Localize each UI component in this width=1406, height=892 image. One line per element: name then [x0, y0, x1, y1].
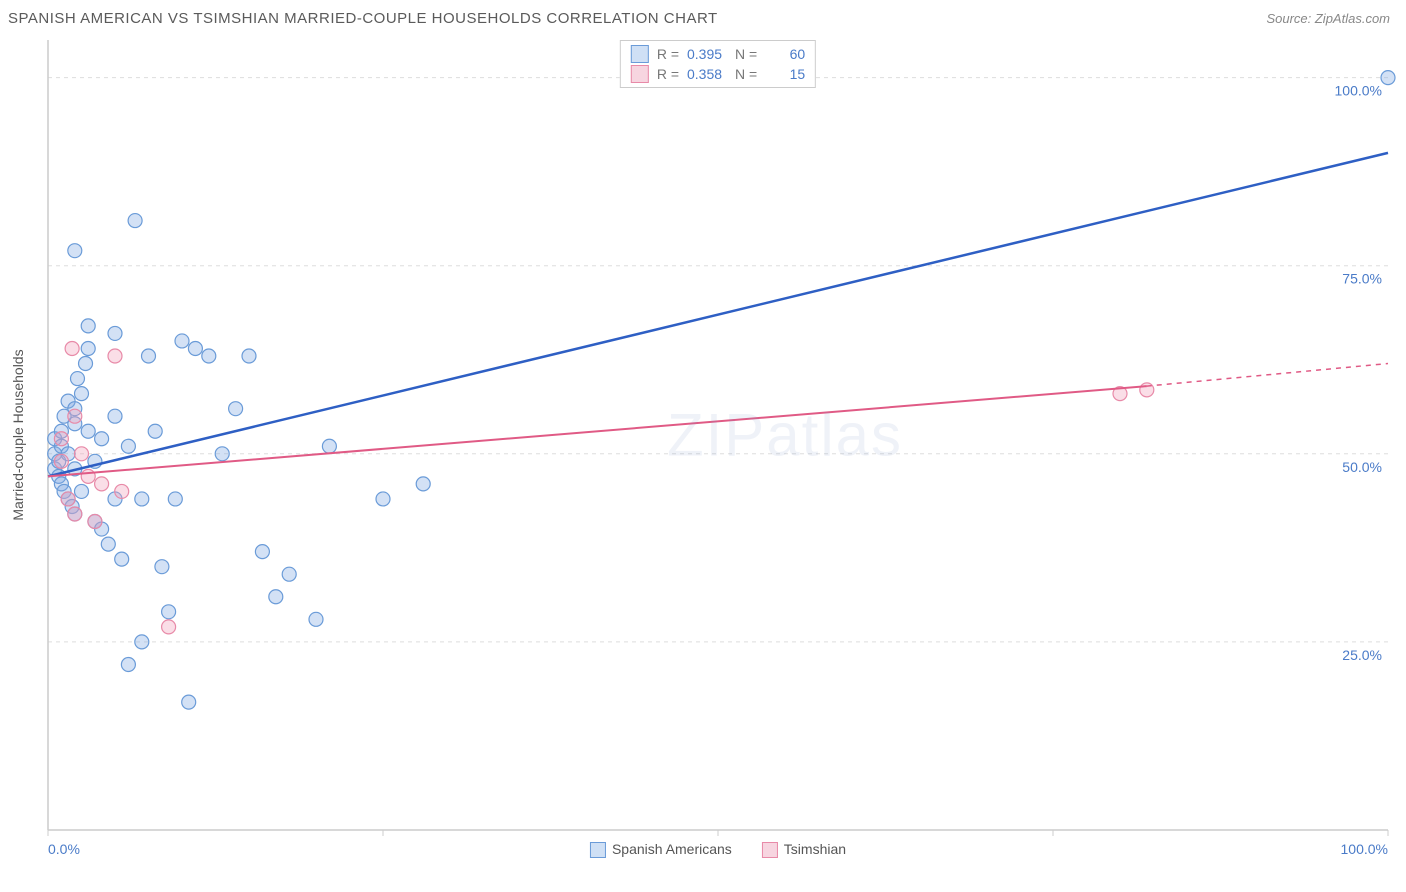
data-point: [81, 424, 95, 438]
data-point: [1381, 71, 1395, 85]
stats-row: R = 0.358 N = 15: [631, 65, 805, 83]
stat-n-label: N =: [735, 46, 757, 62]
data-point: [108, 409, 122, 423]
data-point: [108, 326, 122, 340]
data-point: [229, 402, 243, 416]
data-point: [68, 409, 82, 423]
data-point: [215, 447, 229, 461]
data-point: [115, 552, 129, 566]
legend-swatch: [590, 842, 606, 858]
data-point: [188, 341, 202, 355]
stat-r-label: R =: [657, 46, 679, 62]
correlation-stats-box: R = 0.395 N = 60 R = 0.358 N = 15: [620, 40, 816, 88]
data-point: [255, 545, 269, 559]
data-point: [101, 537, 115, 551]
legend-item: Tsimshian: [762, 841, 846, 858]
y-tick-label: 75.0%: [1342, 271, 1382, 287]
x-tick-label: 0.0%: [48, 841, 80, 857]
data-point: [282, 567, 296, 581]
stat-r-label: R =: [657, 66, 679, 82]
legend-label: Spanish Americans: [612, 841, 732, 857]
x-tick-label: 100.0%: [1341, 841, 1388, 857]
data-point: [61, 492, 75, 506]
data-point: [68, 244, 82, 258]
y-tick-label: 25.0%: [1342, 647, 1382, 663]
data-point: [376, 492, 390, 506]
stats-row: R = 0.395 N = 60: [631, 45, 805, 63]
data-point: [75, 447, 89, 461]
data-point: [65, 341, 79, 355]
data-point: [242, 349, 256, 363]
data-point: [121, 657, 135, 671]
regression-line: [48, 153, 1388, 477]
regression-line: [48, 386, 1147, 476]
data-point: [54, 432, 68, 446]
data-point: [269, 590, 283, 604]
data-point: [121, 439, 135, 453]
y-tick-label: 100.0%: [1335, 83, 1382, 99]
source-attribution: Source: ZipAtlas.com: [1266, 11, 1390, 26]
stat-r-value: 0.395: [687, 46, 727, 62]
data-point: [182, 695, 196, 709]
data-point: [175, 334, 189, 348]
data-point: [148, 424, 162, 438]
data-point: [68, 507, 82, 521]
data-point: [81, 469, 95, 483]
data-point: [95, 477, 109, 491]
legend-swatch: [631, 45, 649, 63]
data-point: [142, 349, 156, 363]
data-point: [95, 432, 109, 446]
legend-item: Spanish Americans: [590, 841, 732, 858]
data-point: [309, 612, 323, 626]
data-point: [88, 515, 102, 529]
data-point: [81, 319, 95, 333]
data-point: [70, 372, 84, 386]
stat-r-value: 0.358: [687, 66, 727, 82]
data-point: [135, 492, 149, 506]
legend-swatch: [631, 65, 649, 83]
data-point: [155, 560, 169, 574]
stat-n-label: N =: [735, 66, 757, 82]
scatter-plot: 25.0%50.0%75.0%100.0%0.0%100.0%: [48, 40, 1388, 830]
y-tick-label: 50.0%: [1342, 459, 1382, 475]
chart-area: Married-couple Households 25.0%50.0%75.0…: [48, 40, 1388, 830]
data-point: [322, 439, 336, 453]
bottom-legend: Spanish Americans Tsimshian: [590, 841, 846, 858]
stat-n-value: 15: [765, 66, 805, 82]
legend-label: Tsimshian: [784, 841, 846, 857]
data-point: [416, 477, 430, 491]
data-point: [168, 492, 182, 506]
data-point: [108, 349, 122, 363]
legend-swatch: [762, 842, 778, 858]
y-axis-label: Married-couple Households: [10, 349, 26, 520]
data-point: [115, 484, 129, 498]
stat-n-value: 60: [765, 46, 805, 62]
chart-title: SPANISH AMERICAN VS TSIMSHIAN MARRIED-CO…: [8, 10, 718, 27]
title-bar: SPANISH AMERICAN VS TSIMSHIAN MARRIED-CO…: [0, 0, 1406, 36]
data-point: [162, 620, 176, 634]
data-point: [79, 357, 93, 371]
data-point: [75, 387, 89, 401]
regression-line-extension: [1147, 364, 1388, 387]
data-point: [128, 214, 142, 228]
data-point: [54, 454, 68, 468]
data-point: [202, 349, 216, 363]
data-point: [135, 635, 149, 649]
data-point: [81, 341, 95, 355]
data-point: [75, 484, 89, 498]
data-point: [162, 605, 176, 619]
